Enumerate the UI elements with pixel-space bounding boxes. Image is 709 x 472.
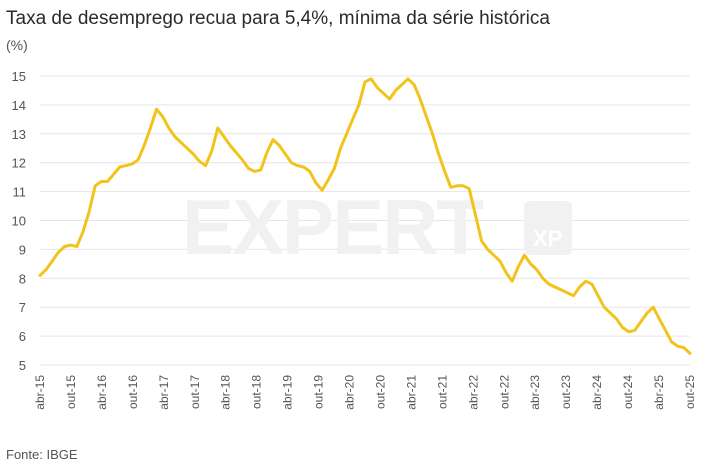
x-tick-label: out-18: [250, 375, 264, 409]
x-tick-label: abr-18: [219, 375, 233, 410]
y-tick-label: 6: [19, 329, 26, 344]
y-axis-unit: (%): [6, 37, 28, 53]
x-tick-label: abr-25: [652, 375, 666, 410]
y-tick-label: 15: [12, 69, 26, 84]
svg-text:EXPERT: EXPERT: [182, 183, 483, 271]
y-tick-label: 5: [19, 358, 26, 373]
x-tick-label: abr-16: [95, 375, 109, 410]
x-tick-label: abr-19: [281, 375, 295, 410]
x-tick-label: out-22: [497, 375, 511, 409]
x-tick-label: out-19: [312, 375, 326, 409]
x-tick-label: out-15: [64, 375, 78, 409]
svg-text:XP: XP: [533, 226, 562, 251]
expert-xp-watermark: EXPERT XP: [182, 183, 572, 271]
y-tick-label: 8: [19, 271, 26, 286]
y-tick-label: 12: [12, 156, 26, 171]
y-tick-label: 11: [13, 185, 27, 200]
chart-title: Taxa de desemprego recua para 5,4%, míni…: [6, 8, 550, 29]
x-tick-label: out-21: [435, 375, 449, 409]
y-tick-label: 13: [12, 127, 26, 142]
y-tick-label: 10: [12, 214, 26, 229]
x-tick-label: abr-22: [466, 375, 480, 410]
x-tick-label: out-23: [559, 375, 573, 409]
y-tick-label: 7: [19, 300, 26, 315]
x-tick-label: out-16: [126, 375, 140, 409]
x-tick-label: out-17: [188, 375, 202, 409]
x-tick-label: abr-23: [528, 375, 542, 410]
x-tick-label: abr-24: [590, 375, 604, 410]
y-tick-label: 14: [12, 98, 26, 113]
unemployment-rate-line: [38, 77, 692, 355]
x-tick-label: abr-21: [404, 375, 418, 410]
x-tick-label: out-25: [683, 375, 697, 409]
x-tick-label: out-24: [621, 375, 635, 409]
y-tick-label: 9: [19, 242, 26, 257]
x-tick-label: abr-17: [157, 375, 171, 410]
x-tick-label: out-20: [373, 375, 387, 409]
x-tick-label: abr-15: [33, 375, 47, 410]
source-note: Fonte: IBGE: [6, 447, 78, 462]
x-tick-label: abr-20: [343, 375, 357, 410]
